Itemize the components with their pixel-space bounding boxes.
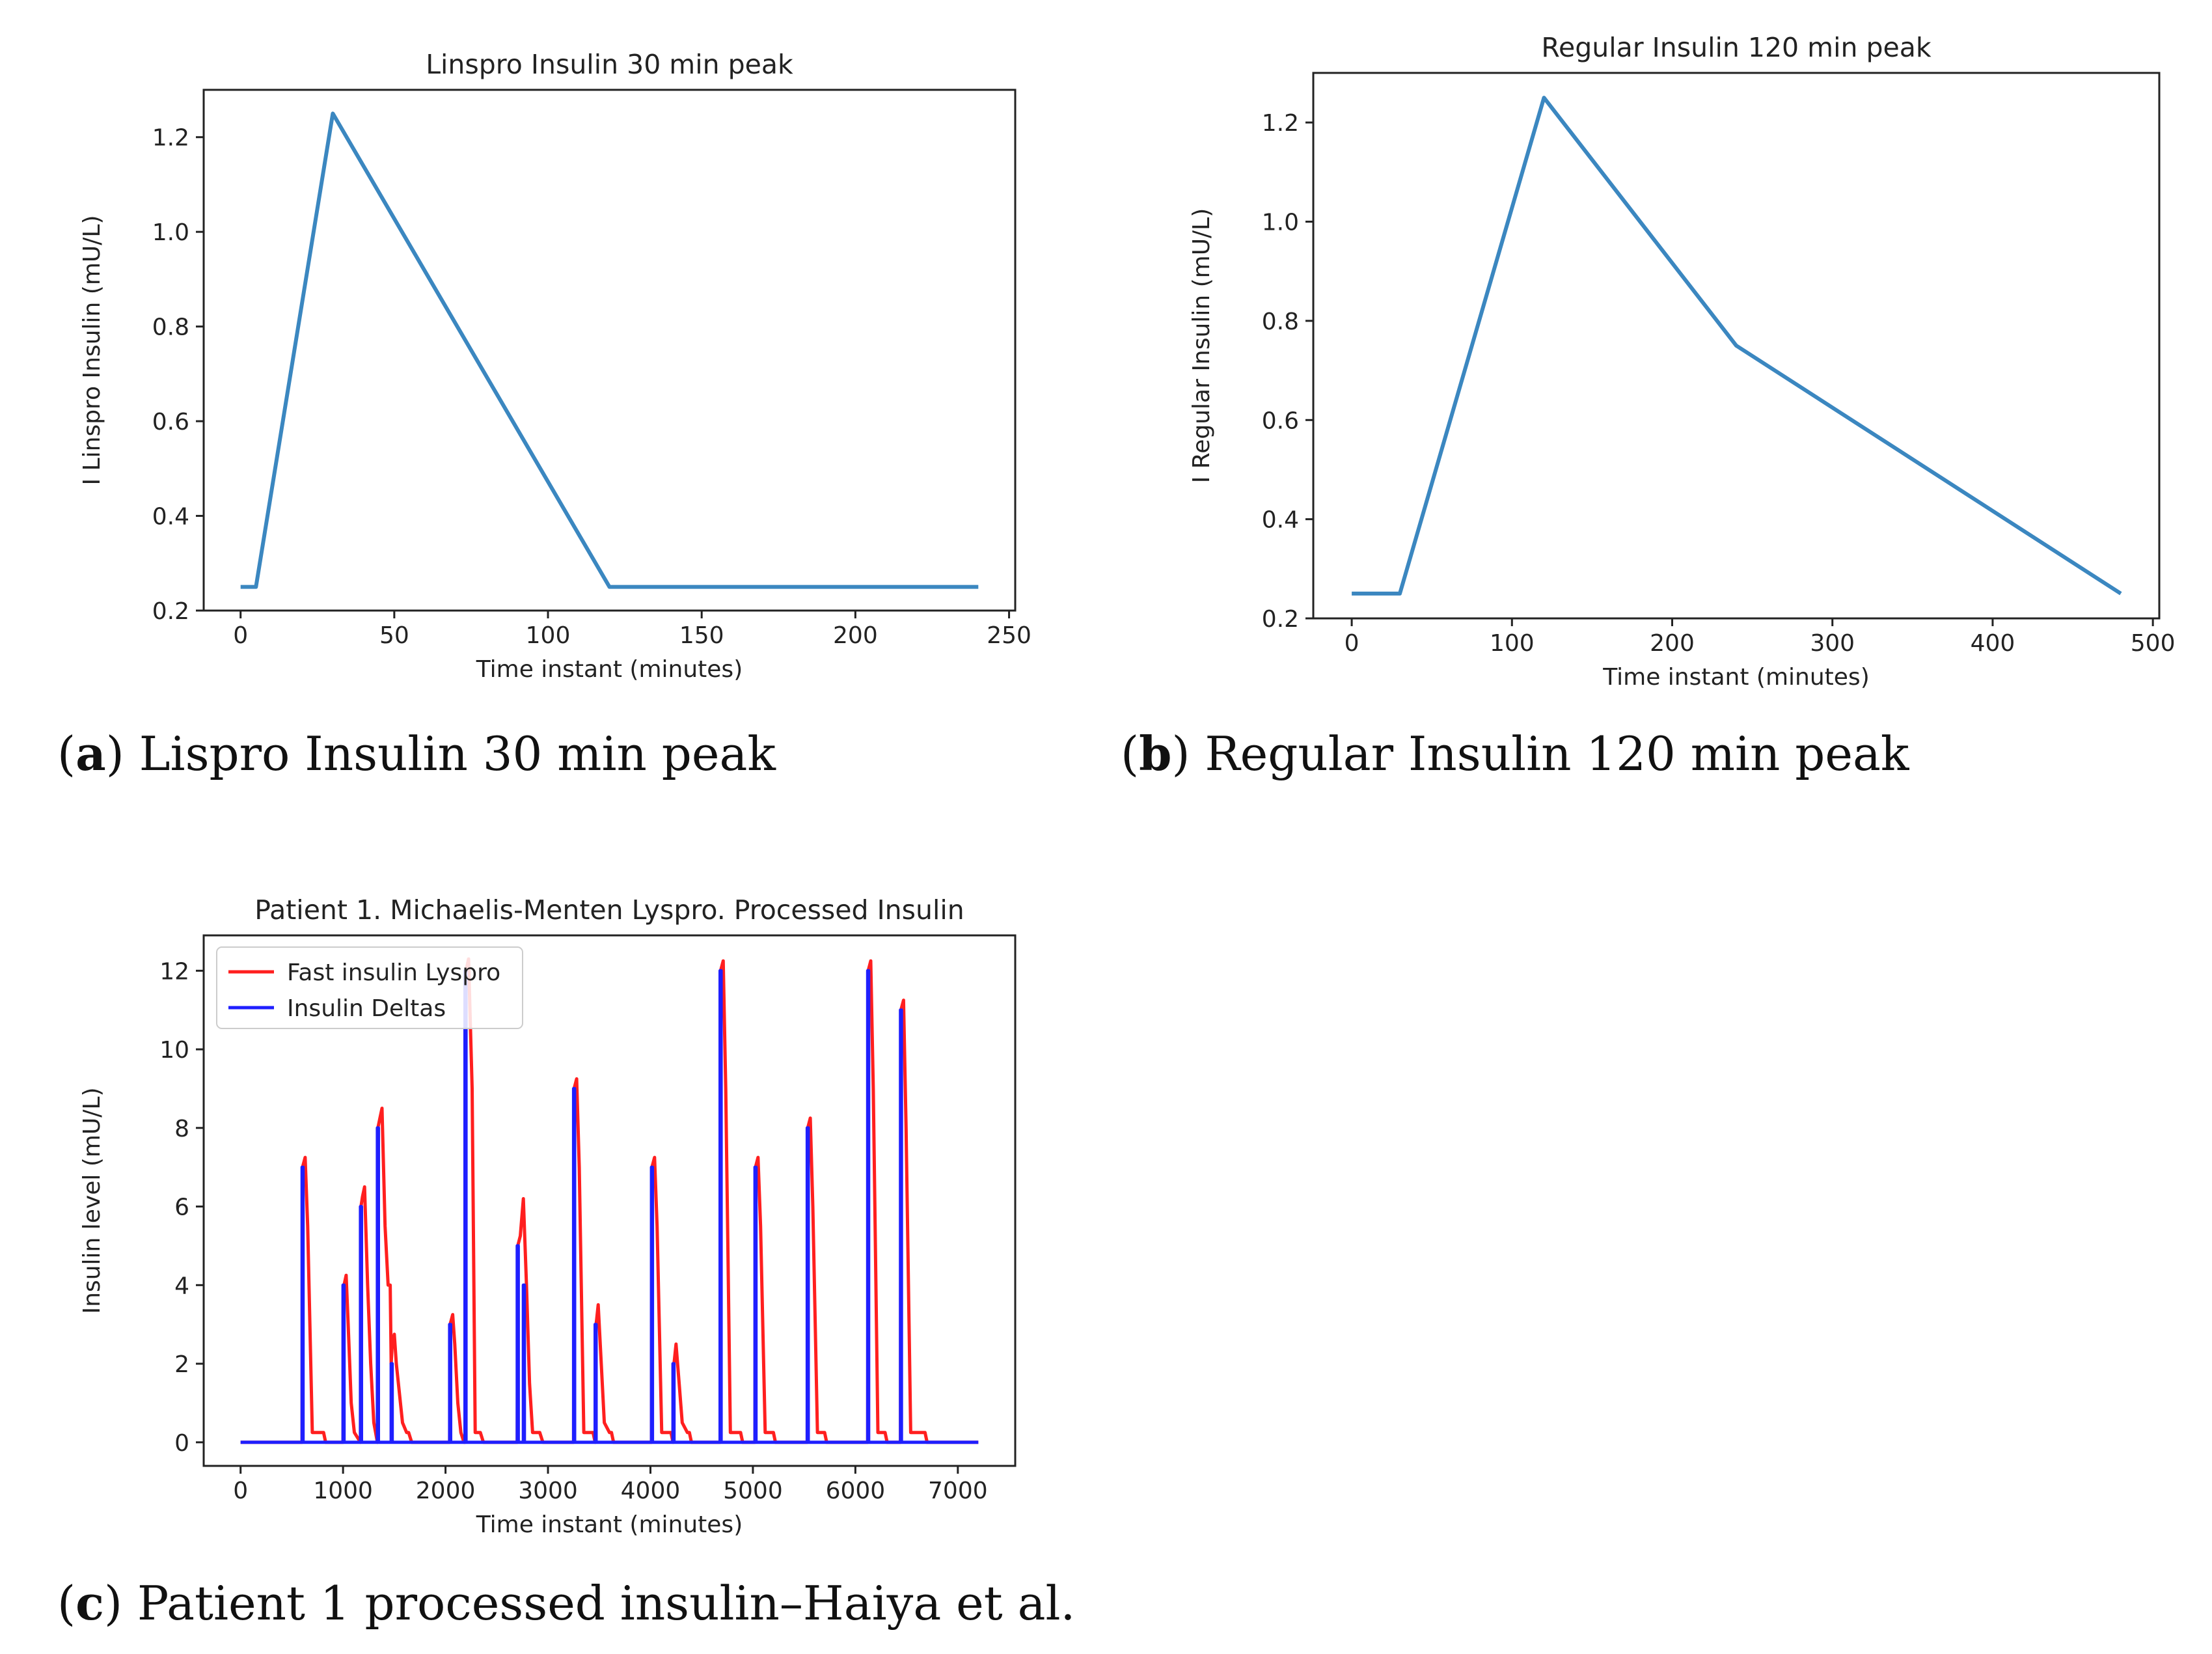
plot-frame <box>202 934 1017 1467</box>
x-tick-label: 4000 <box>621 1478 681 1504</box>
x-tick-label: 200 <box>1650 630 1695 657</box>
y-tick-label: 1.2 <box>152 125 189 152</box>
x-tick-label: 2000 <box>416 1478 476 1504</box>
x-tick-label: 50 <box>379 622 409 649</box>
y-tick-label: 1.0 <box>152 219 189 246</box>
y-tick-label: 0 <box>174 1430 189 1457</box>
caption-c: (c) Patient 1 processed insulin–Haiya et… <box>57 1575 1076 1631</box>
x-tick-label: 250 <box>987 622 1031 649</box>
plot-frame <box>202 89 1017 612</box>
x-tick-label: 100 <box>526 622 571 649</box>
legend-label: Fast insulin Lyspro <box>287 959 500 986</box>
caption-b-text: Regular Insulin 120 min peak <box>1190 726 1909 781</box>
y-tick-label: 10 <box>159 1037 189 1064</box>
x-axis-label: Time instant (minutes) <box>1602 664 1869 691</box>
chart-panel-b: Regular Insulin 120 min peak 0 100 200 300 40… <box>1106 0 2212 781</box>
caption-c-text: Patient 1 processed insulin–Haiya et al. <box>122 1576 1076 1631</box>
caption-c-letter: c <box>75 1575 104 1631</box>
caption-a: (a) Lispro Insulin 30 min peak <box>57 726 776 781</box>
y-tick-label: 12 <box>159 958 189 985</box>
legend-box <box>216 946 523 1029</box>
y-tick-label: 2 <box>174 1351 189 1378</box>
x-tick-label: 1000 <box>313 1478 373 1504</box>
caption-a-letter: a <box>75 726 106 781</box>
x-tick-label: 0 <box>233 622 248 649</box>
y-tick-label: 0.4 <box>152 504 189 531</box>
y-axis-label: I Linspro Insulin (mU/L) <box>79 215 105 486</box>
y-tick-label: 4 <box>174 1273 189 1299</box>
y-tick-label: 0.2 <box>152 598 189 625</box>
caption-a-text: Lispro Insulin 30 min peak <box>124 726 776 781</box>
caption-b-letter: b <box>1139 726 1172 781</box>
x-tick-label: 0 <box>1345 630 1359 657</box>
y-tick-label: 1.0 <box>1262 210 1299 236</box>
x-tick-label: 5000 <box>723 1478 783 1504</box>
y-tick-label: 8 <box>174 1116 189 1142</box>
plot-frame <box>1312 72 2161 620</box>
y-tick-label: 0.6 <box>152 409 189 435</box>
y-tick-label: 6 <box>174 1194 189 1221</box>
x-tick-label: 6000 <box>826 1478 886 1504</box>
x-tick-label: 150 <box>679 622 724 649</box>
x-tick-label: 400 <box>1971 630 2015 657</box>
y-tick-label: 0.6 <box>1262 407 1299 434</box>
chart-title: Regular Insulin 120 min peak <box>1541 32 1932 63</box>
chart-title: Patient 1. Michaelis-Menten Lyspro. Proc… <box>254 894 964 926</box>
y-tick-label: 0.8 <box>152 314 189 341</box>
y-tick-label: 0.2 <box>1262 606 1299 633</box>
x-tick-label: 200 <box>833 622 878 649</box>
x-axis-label: Time instant (minutes) <box>476 656 743 683</box>
chart-panel-a: Linspro Insulin 30 min peak 0 50 100 150 200 2… <box>0 0 1074 781</box>
chart-b: Regular Insulin 120 min peak 0 100 200 300 40… <box>1188 32 2176 691</box>
y-tick-label: 0.4 <box>1262 507 1299 534</box>
x-tick-label: 0 <box>233 1478 248 1504</box>
x-tick-label: 7000 <box>928 1478 988 1504</box>
series-line-1 <box>240 111 979 589</box>
series-line-2 <box>240 969 979 1444</box>
caption-b: (b) Regular Insulin 120 min peak <box>1121 726 1909 781</box>
y-tick-label: 1.2 <box>1262 110 1299 137</box>
y-axis-label: Insulin level (mU/L) <box>79 1087 105 1314</box>
x-tick-label: 300 <box>1810 630 1855 657</box>
chart-a: Linspro Insulin 30 min peak 0 50 100 150 200 2… <box>79 49 1031 683</box>
x-tick-label: 500 <box>2131 630 2176 657</box>
legend-label: Insulin Deltas <box>287 995 446 1022</box>
y-tick-label: 0.8 <box>1262 309 1299 335</box>
series-line-1 <box>1352 96 2122 596</box>
y-axis-label: I Regular Insulin (mU/L) <box>1188 208 1215 484</box>
chart-c: Patient 1. Michaelis-Menten Lyspro. Proc… <box>79 894 1017 1538</box>
x-axis-label: Time instant (minutes) <box>476 1511 743 1538</box>
x-tick-label: 3000 <box>518 1478 578 1504</box>
chart-title: Linspro Insulin 30 min peak <box>426 49 793 80</box>
chart-panel-c: Patient 1. Michaelis-Menten Lyspro. Proc… <box>0 846 1074 1562</box>
x-tick-label: 100 <box>1490 630 1535 657</box>
